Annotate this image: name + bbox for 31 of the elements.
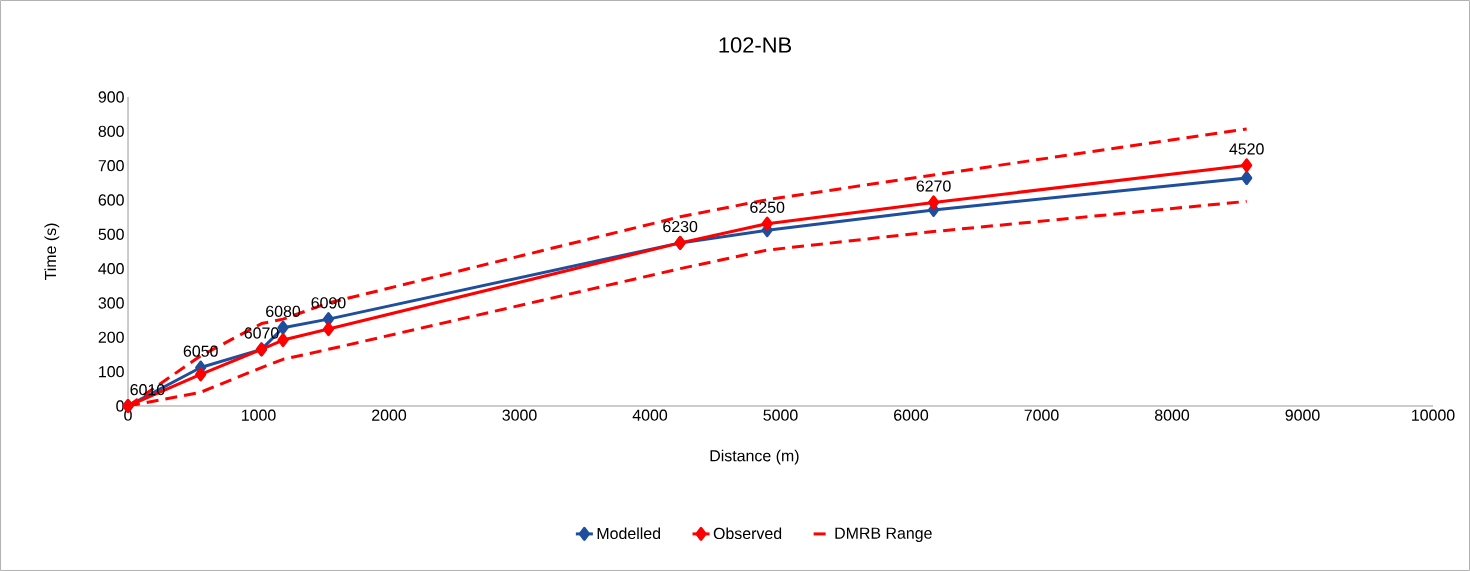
y-tick-label: 700: [98, 160, 124, 172]
annotation: 6080: [266, 305, 301, 318]
y-axis-title: Time (s): [44, 223, 60, 281]
x-tick-label: 10000: [1412, 409, 1455, 421]
annotation: 6230: [663, 220, 698, 233]
annotation: 6250: [750, 201, 785, 213]
y-tick-label: 800: [98, 125, 124, 137]
x-tick-label: 4000: [632, 409, 668, 421]
annotation: 4520: [1229, 143, 1264, 155]
legend-label: Observed: [713, 527, 782, 540]
chart-title: 102-NB: [719, 37, 791, 53]
x-tick-label: 3000: [502, 409, 537, 421]
x-tick-label: 1000: [242, 409, 276, 421]
x-tick-label: 6000: [894, 409, 929, 421]
legend-label: DMRB Range: [835, 527, 932, 542]
y-tick-label: 900: [98, 91, 124, 103]
legend-label: Modelled: [597, 527, 661, 540]
y-tick-label: 200: [98, 331, 124, 343]
y-tick-label: 400: [98, 263, 124, 275]
annotation: 6050: [183, 345, 218, 357]
y-tick-label: 100: [99, 366, 124, 378]
x-tick-label: 9000: [1285, 409, 1320, 421]
y-tick-label: 500: [98, 228, 124, 240]
x-tick-label: 8000: [1154, 409, 1190, 421]
annotation: 6270: [916, 180, 951, 192]
x-axis-title: Distance (m): [710, 449, 799, 465]
x-tick-label: 5000: [763, 409, 798, 421]
y-tick-label: 600: [98, 194, 124, 206]
y-tick-label: 300: [98, 297, 124, 309]
x-tick-label: 7000: [1024, 409, 1059, 421]
x-tick-label: 2000: [372, 409, 407, 421]
